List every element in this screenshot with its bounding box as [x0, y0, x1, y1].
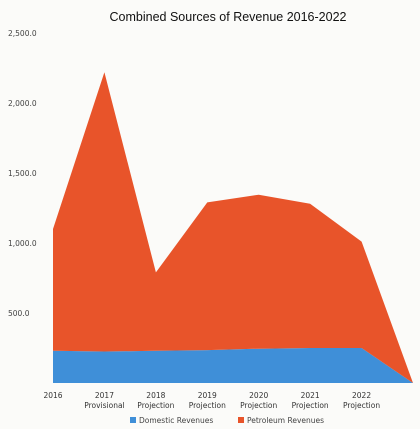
x-tick-label: 2018: [146, 391, 165, 400]
series-areas: [53, 72, 413, 383]
y-tick-label: 2,500.0: [8, 29, 37, 38]
x-tick-label: 2019: [198, 391, 217, 400]
x-tick-label: Projection: [343, 401, 380, 410]
x-tick-label: 2022: [352, 391, 371, 400]
y-tick-label: 2,000.0: [8, 99, 37, 108]
y-tick-label: 1,000.0: [8, 239, 37, 248]
x-tick-label: 2017: [95, 391, 114, 400]
x-tick-label: 2016: [43, 391, 62, 400]
x-tick-label: 2020: [249, 391, 268, 400]
y-tick-label: 1,500.0: [8, 169, 37, 178]
x-tick-label: Projection: [137, 401, 174, 410]
legend-swatch: [130, 417, 136, 423]
x-tick-label: Projection: [189, 401, 226, 410]
y-axis-ticks: 2,500.0 2,000.0 1,500.0 1,000.0 500.0: [8, 29, 37, 318]
legend-label: Domestic Revenues: [139, 416, 213, 425]
legend: Domestic Revenues Petroleum Revenues: [130, 416, 324, 425]
area-petroleum-revenues: [53, 72, 413, 383]
legend-swatch: [238, 417, 244, 423]
x-tick-label: Provisional: [84, 401, 124, 410]
y-tick-label: 500.0: [8, 309, 30, 318]
x-tick-label: 2021: [301, 391, 320, 400]
area-domestic-revenues: [53, 348, 413, 383]
chart-title: Combined Sources of Revenue 2016-2022: [110, 10, 347, 24]
legend-label: Petroleum Revenues: [247, 416, 324, 425]
x-tick-label: Projection: [240, 401, 277, 410]
x-axis-ticks: 2016 2017Provisional2018Projection2019Pro…: [43, 391, 380, 410]
x-tick-label: Projection: [292, 401, 329, 410]
